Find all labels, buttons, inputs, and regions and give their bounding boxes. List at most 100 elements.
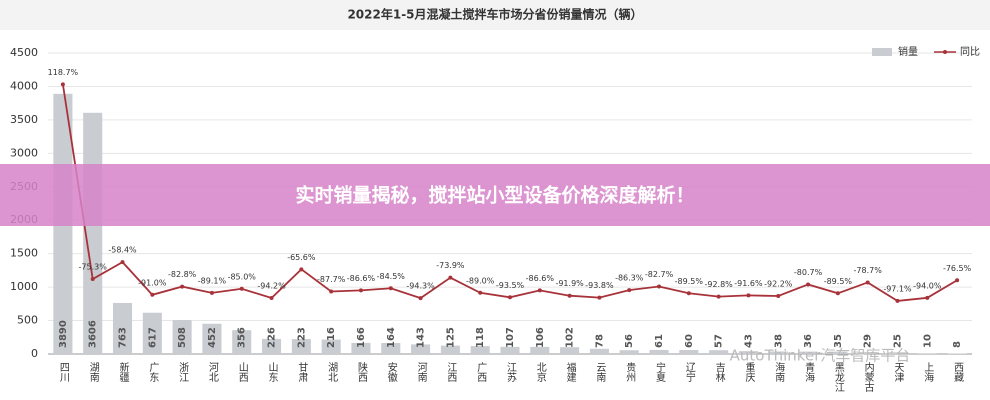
x-tick-label: 广东	[147, 362, 159, 382]
line-point	[657, 284, 662, 289]
line-point	[418, 296, 423, 301]
line-point	[567, 293, 572, 298]
line-point	[150, 292, 155, 297]
line-point	[269, 296, 274, 301]
line-point	[448, 275, 453, 280]
bar	[172, 320, 192, 354]
line-point	[478, 290, 483, 295]
bar	[560, 347, 580, 354]
y-tick-label: 1000	[10, 280, 38, 293]
line-label: -94.0%	[913, 281, 942, 290]
watermark: AutoThinker汽车智库平台	[730, 347, 911, 365]
x-tick-label: 宁夏	[654, 361, 666, 382]
bar-label: 43	[743, 334, 754, 348]
line-label: -91.6%	[734, 279, 763, 288]
x-tick-label: 河北	[206, 362, 218, 382]
line-label: -58.4%	[108, 246, 137, 255]
x-tick-label: 山西	[236, 362, 248, 382]
line-point	[716, 294, 721, 299]
bar-label: 223	[296, 327, 307, 348]
bar-label: 8	[952, 341, 963, 348]
line-label: -86.6%	[347, 274, 376, 283]
line-label: -93.8%	[585, 281, 614, 290]
bar	[440, 345, 460, 354]
line-label: -87.7%	[317, 275, 346, 284]
line-point	[90, 277, 95, 282]
bar-label: 102	[565, 327, 576, 348]
bar-label: 38	[773, 334, 784, 348]
x-tick-label: 广西	[475, 362, 487, 382]
bar-label: 3890	[58, 320, 69, 348]
bar	[291, 339, 311, 354]
line-point	[746, 293, 751, 298]
bar	[530, 346, 550, 354]
x-tick-label: 贵州	[624, 361, 636, 382]
x-tick-label: 陕西	[355, 361, 367, 382]
bar	[232, 330, 252, 354]
line-label: -94.2%	[257, 282, 286, 291]
x-tick-label: 安徽	[385, 361, 397, 383]
bar	[738, 351, 758, 354]
line-label: -94.3%	[406, 282, 435, 291]
line-label: -92.8%	[704, 280, 733, 289]
line-point	[60, 82, 65, 87]
x-tick-label: 重庆	[743, 361, 755, 383]
bar-label: 10	[922, 334, 933, 348]
line-point	[120, 260, 125, 265]
line-label: -78.7%	[854, 266, 883, 275]
line-point	[955, 278, 960, 283]
bar-label: 143	[416, 327, 427, 348]
bar-label: 61	[654, 334, 665, 348]
bar	[351, 342, 371, 354]
bar	[321, 339, 341, 354]
line-label: -76.5%	[943, 264, 972, 273]
line-point	[895, 298, 900, 303]
bar-label: 29	[863, 334, 874, 348]
bar	[917, 353, 937, 354]
line-label: -75.3%	[79, 263, 108, 272]
bar	[589, 348, 609, 354]
line-label: -89.1%	[198, 276, 227, 285]
bar	[679, 349, 699, 354]
line-label: -86.6%	[526, 274, 555, 283]
line-point	[388, 286, 393, 291]
bar-label: 118	[475, 327, 486, 348]
x-tick-label: 甘肃	[296, 361, 308, 383]
x-tick-label: 福建	[564, 361, 576, 382]
bar	[202, 323, 222, 354]
y-tick-label: 3000	[10, 146, 38, 159]
x-tick-label: 浙江	[177, 362, 189, 382]
line-point	[239, 286, 244, 291]
x-tick-label: 四川	[57, 362, 69, 382]
line-label: -92.2%	[764, 280, 793, 289]
bar-label: 166	[356, 327, 367, 348]
line-point	[865, 280, 870, 285]
legend-label: 销量	[898, 45, 918, 58]
banner	[0, 164, 990, 226]
line-label: -73.9%	[436, 261, 465, 270]
line-point	[776, 294, 781, 299]
line-point	[597, 295, 602, 300]
bar-label: 763	[118, 327, 129, 348]
bar-label: 56	[624, 334, 635, 348]
bar	[411, 344, 431, 354]
bar-label: 36	[803, 334, 814, 348]
bar-label: 356	[237, 327, 248, 348]
line-point	[537, 288, 542, 293]
x-tick-label: 青海	[803, 361, 815, 383]
bar-label: 125	[445, 327, 456, 348]
bar	[709, 350, 729, 354]
bar-label: 3606	[88, 320, 99, 348]
line-label: -86.3%	[615, 274, 644, 283]
bar-label: 617	[147, 327, 158, 348]
bar	[112, 302, 133, 354]
bar-label: 106	[535, 327, 546, 348]
x-tick-label: 天津	[892, 362, 904, 383]
bar-label: 226	[267, 327, 278, 348]
x-tick-label: 云南	[594, 362, 606, 382]
line-point	[508, 295, 512, 300]
title-bar	[0, 0, 990, 30]
bar	[381, 343, 401, 354]
bar-label: 57	[714, 334, 725, 348]
bar	[798, 351, 818, 354]
